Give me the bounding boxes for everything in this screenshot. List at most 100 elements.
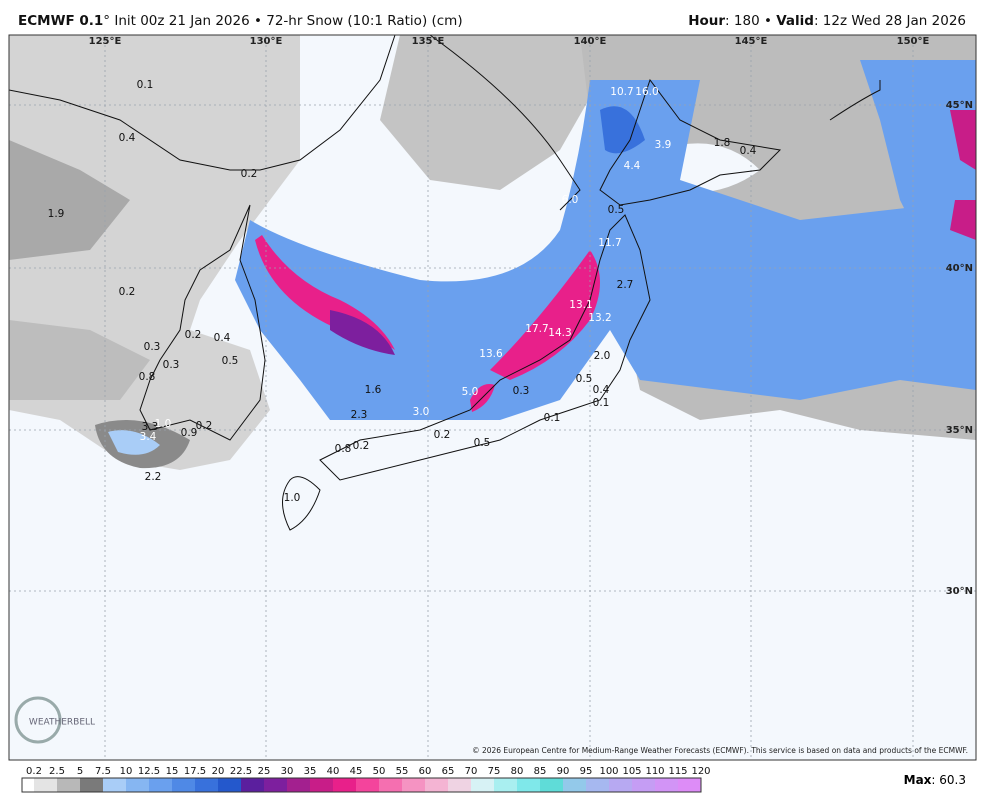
lon-label: 125°E (89, 36, 122, 47)
colorbar-swatch (22, 778, 34, 792)
hour-value: : 180 • (725, 13, 776, 29)
colorbar-label: 65 (442, 766, 455, 777)
snow-amount-label: 0.4 (740, 145, 757, 157)
colorbar-swatch (218, 778, 241, 792)
max-colon: : (931, 773, 939, 787)
snow-amount-label: 0.5 (474, 437, 491, 449)
snow-amount-label: 0.2 (241, 168, 258, 180)
colorbar-frame (21, 777, 702, 793)
colorbar-label: 40 (327, 766, 340, 777)
snow-amount-label: 6.0 (562, 194, 579, 206)
snow-amount-label: 17.7 (525, 323, 548, 335)
snow-amount-label: 1.8 (714, 137, 731, 149)
colorbar-label: 85 (534, 766, 547, 777)
lat-label: 40°N (946, 263, 973, 274)
snow-amount-label: 3.3 (142, 421, 159, 433)
max-note: Max: 60.3 (904, 773, 966, 787)
colorbar-label: 5 (77, 766, 83, 777)
map-frame (8, 34, 977, 761)
kuril-coast (829, 80, 881, 121)
model-name: ECMWF 0.1 (18, 13, 103, 29)
snow-amount-label: 0.3 (163, 359, 180, 371)
snow-amount-label: 0.3 (144, 341, 161, 353)
snow-amount-label: 13.6 (479, 348, 503, 360)
snow-gray-north (380, 35, 600, 190)
colorbar-label: 100 (599, 766, 618, 777)
snow-amount-label: 0.2 (353, 440, 370, 452)
colorbar-label: 22.5 (230, 766, 252, 777)
lat-label: 30°N (946, 586, 973, 597)
colorbar-swatch (425, 778, 448, 792)
snow-blue-ne (860, 60, 976, 260)
snow-amount-label: 0.5 (222, 355, 239, 367)
header-title: ECMWF 0.1° Init 00z 21 Jan 2026 • 72-hr … (18, 13, 463, 29)
colorbar-swatch (264, 778, 287, 792)
colorbar-swatch (586, 778, 609, 792)
colorbar-swatch (471, 778, 494, 792)
lon-label: 145°E (735, 36, 768, 47)
valid-value: : 12z Wed 28 Jan 2026 (814, 13, 966, 29)
colorbar-label: 70 (465, 766, 478, 777)
lon-label: 140°E (574, 36, 607, 47)
max-label: Max (904, 773, 932, 787)
snow-amount-label: 11.7 (598, 237, 621, 249)
snow-amount-label: 3.0 (413, 406, 430, 418)
snow-magenta-2 (490, 250, 600, 380)
snow-amount-label: 0.5 (608, 204, 625, 216)
snow-amount-label: 0.1 (593, 397, 610, 409)
snow-amount-label: 3.9 (655, 139, 672, 151)
colorbar-swatch (103, 778, 126, 792)
colorbar-swatch (379, 778, 402, 792)
colorbar-swatch (195, 778, 218, 792)
colorbar-label: 80 (511, 766, 524, 777)
snow-amount-label: 0.2 (119, 286, 136, 298)
snow-amount-label: 0.5 (576, 373, 593, 385)
colorbar-label: 17.5 (184, 766, 206, 777)
snow-amount-label: 1.0 (155, 418, 172, 430)
colorbar-swatch (356, 778, 379, 792)
snow-amount-label: 2.0 (594, 350, 611, 362)
snow-blue-hokkaido (600, 106, 645, 154)
snow-amount-label: 3.4 (140, 431, 157, 443)
snow-gray-dark (9, 140, 130, 260)
logo-swirl (14, 696, 62, 744)
colorbar-swatch (149, 778, 172, 792)
russia-coast (429, 35, 581, 211)
colorbar-label: 120 (691, 766, 710, 777)
snow-amount-label: 0.8 (139, 371, 156, 383)
lat-label: 35°N (946, 425, 973, 436)
colorbar-swatch (126, 778, 149, 792)
lon-label: 130°E (250, 36, 283, 47)
colorbar-label: 30 (281, 766, 294, 777)
colorbar-swatch (333, 778, 356, 792)
colorbar-label: 95 (580, 766, 593, 777)
colorbar-swatch (287, 778, 310, 792)
max-value: 60.3 (939, 773, 966, 787)
snow-amount-label: 1.0 (284, 492, 301, 504)
colorbar-label: 50 (373, 766, 386, 777)
title-details: ° Init 00z 21 Jan 2026 • 72-hr Snow (10:… (103, 13, 462, 29)
colorbar-swatch (517, 778, 540, 792)
snow-amount-label: 14.3 (548, 327, 571, 339)
snow-amount-label: 0.4 (214, 332, 231, 344)
hour-label: Hour (688, 13, 725, 29)
logo-text: WEATHERBELL (29, 718, 95, 728)
lon-label: 150°E (897, 36, 930, 47)
colorbar-label: 45 (350, 766, 363, 777)
colorbar-swatch (402, 778, 425, 792)
colorbar-label: 7.5 (95, 766, 111, 777)
colorbar-label: 35 (304, 766, 317, 777)
colorbar-swatch (172, 778, 195, 792)
snow-amount-label: 0.1 (544, 412, 561, 424)
snow-gray-korea (9, 320, 150, 400)
header-valid: Hour: 180 • Valid: 12z Wed 28 Jan 2026 (688, 13, 966, 29)
colorbar-label: 25 (258, 766, 271, 777)
snow-amount-label: 0.3 (513, 385, 530, 397)
border (9, 35, 396, 171)
snow-amount-label: 2.2 (145, 471, 162, 483)
colorbar-swatch (57, 778, 80, 792)
clear-area (660, 143, 760, 193)
snow-amount-label: 13.1 (569, 299, 592, 311)
colorbar-swatch (655, 778, 678, 792)
